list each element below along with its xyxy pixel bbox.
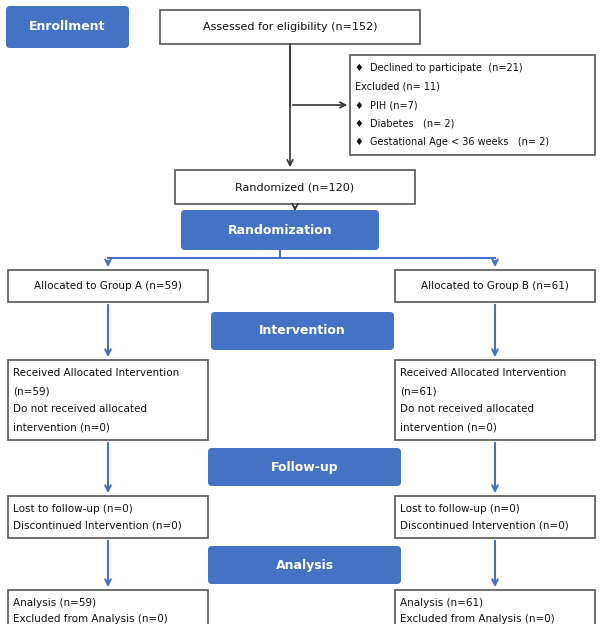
Text: intervention (n=0): intervention (n=0) — [400, 422, 497, 432]
FancyBboxPatch shape — [208, 546, 401, 584]
Text: Excluded from Analysis (n=0): Excluded from Analysis (n=0) — [13, 615, 168, 624]
Text: Assessed for eligibility (n=152): Assessed for eligibility (n=152) — [203, 22, 378, 32]
Text: Allocated to Group A (n=59): Allocated to Group A (n=59) — [34, 281, 182, 291]
FancyBboxPatch shape — [395, 270, 595, 302]
Text: ♦  Diabetes   (n= 2): ♦ Diabetes (n= 2) — [355, 119, 454, 129]
Text: Lost to follow-up (n=0): Lost to follow-up (n=0) — [13, 504, 132, 514]
Text: ♦  Gestational Age < 36 weeks   (n= 2): ♦ Gestational Age < 36 weeks (n= 2) — [355, 137, 549, 147]
FancyBboxPatch shape — [211, 312, 394, 350]
FancyBboxPatch shape — [6, 6, 129, 48]
FancyBboxPatch shape — [395, 360, 595, 440]
Text: Analysis (n=59): Analysis (n=59) — [13, 598, 96, 608]
FancyBboxPatch shape — [160, 10, 420, 44]
Text: Analysis: Analysis — [275, 558, 333, 572]
Text: Received Allocated Intervention: Received Allocated Intervention — [400, 368, 566, 378]
Text: Discontinued Intervention (n=0): Discontinued Intervention (n=0) — [13, 520, 182, 530]
Text: Discontinued Intervention (n=0): Discontinued Intervention (n=0) — [400, 520, 569, 530]
Text: Enrollment: Enrollment — [29, 21, 106, 34]
FancyBboxPatch shape — [350, 55, 595, 155]
Text: intervention (n=0): intervention (n=0) — [13, 422, 110, 432]
Text: Excluded from Analysis (n=0): Excluded from Analysis (n=0) — [400, 615, 555, 624]
Text: Received Allocated Intervention: Received Allocated Intervention — [13, 368, 179, 378]
Text: ♦  PIH (n=7): ♦ PIH (n=7) — [355, 100, 417, 110]
Text: Do not received allocated: Do not received allocated — [13, 404, 147, 414]
FancyBboxPatch shape — [395, 496, 595, 538]
FancyBboxPatch shape — [208, 448, 401, 486]
Text: (n=61): (n=61) — [400, 386, 437, 396]
Text: Analysis (n=61): Analysis (n=61) — [400, 598, 483, 608]
Text: Follow-up: Follow-up — [270, 461, 338, 474]
Text: Lost to follow-up (n=0): Lost to follow-up (n=0) — [400, 504, 520, 514]
Text: Randomized (n=120): Randomized (n=120) — [235, 182, 355, 192]
Text: Intervention: Intervention — [259, 324, 346, 338]
FancyBboxPatch shape — [8, 590, 208, 624]
FancyBboxPatch shape — [181, 210, 379, 250]
Text: Do not received allocated: Do not received allocated — [400, 404, 534, 414]
FancyBboxPatch shape — [395, 590, 595, 624]
FancyBboxPatch shape — [8, 496, 208, 538]
Text: Excluded (n= 11): Excluded (n= 11) — [355, 82, 440, 92]
Text: ♦  Declined to participate  (n=21): ♦ Declined to participate (n=21) — [355, 63, 523, 73]
FancyBboxPatch shape — [8, 360, 208, 440]
Text: (n=59): (n=59) — [13, 386, 50, 396]
Text: Randomization: Randomization — [227, 223, 332, 236]
FancyBboxPatch shape — [175, 170, 415, 204]
FancyBboxPatch shape — [8, 270, 208, 302]
Text: Allocated to Group B (n=61): Allocated to Group B (n=61) — [421, 281, 569, 291]
